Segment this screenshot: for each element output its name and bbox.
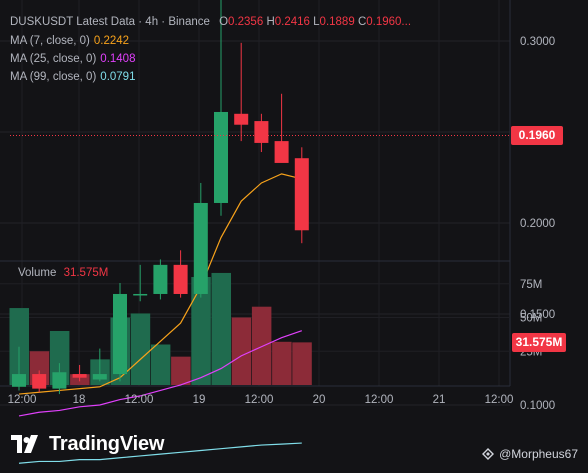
current-volume-badge: 31.575M xyxy=(512,333,566,352)
high-value: 0.2416 xyxy=(274,16,310,28)
volume-bar[interactable] xyxy=(211,272,232,385)
ma99-legend[interactable]: MA (99, close, 0) 0.0791 xyxy=(10,71,135,83)
symbol-name[interactable]: DUSKUSDT Latest Data xyxy=(10,16,136,28)
ma99-line[interactable] xyxy=(18,442,302,464)
time-tick-label: 18 xyxy=(73,394,86,406)
time-tick-label: 21 xyxy=(433,394,446,406)
time-tick-label: 20 xyxy=(313,394,326,406)
ma99-label: MA (99, close, 0) xyxy=(10,71,97,83)
symbol-legend: DUSKUSDT Latest Data · 4h · Binance O0.2… xyxy=(10,16,412,28)
close-value: 0.1960... xyxy=(366,16,412,28)
candle-body[interactable] xyxy=(113,293,127,375)
low-label: L xyxy=(313,16,320,28)
volume-bar[interactable] xyxy=(130,313,151,385)
volume-legend[interactable]: Volume 31.575M xyxy=(18,267,108,279)
candle-body[interactable] xyxy=(133,293,148,296)
tradingview-logo-icon xyxy=(11,435,38,453)
ma25-value: 0.1408 xyxy=(100,53,136,65)
ma7-value: 0.2242 xyxy=(93,35,130,47)
candle-body[interactable] xyxy=(52,372,67,389)
candle-body[interactable] xyxy=(274,141,289,163)
time-tick-label: 12:00 xyxy=(125,394,154,406)
time-tick-label: 12:00 xyxy=(8,394,37,406)
exchange-label: Binance xyxy=(168,16,210,28)
candle-body[interactable] xyxy=(234,113,249,125)
ma25-line[interactable] xyxy=(18,330,302,417)
low-value: 0.1889 xyxy=(319,16,355,28)
close-label: C xyxy=(357,16,367,28)
diamond-icon xyxy=(482,448,495,460)
candle-body[interactable] xyxy=(92,374,107,380)
volume-bar[interactable] xyxy=(191,277,211,385)
time-tick-label: 12:00 xyxy=(365,394,394,406)
current-price-badge: 0.1960 xyxy=(511,126,563,145)
candle-body[interactable] xyxy=(72,374,87,378)
volume-label: Volume xyxy=(18,267,57,279)
volume-bar[interactable] xyxy=(9,308,30,385)
candle-body[interactable] xyxy=(32,374,47,389)
candle-body[interactable] xyxy=(294,158,309,231)
ma25-legend[interactable]: MA (25, close, 0) 0.1408 xyxy=(10,53,135,65)
high-label: H xyxy=(266,16,275,28)
ma7-legend[interactable]: MA (7, close, 0) 0.2242 xyxy=(10,35,129,47)
price-tick-label: 0.3000 xyxy=(520,36,555,48)
ma7-label: MA (7, close, 0) xyxy=(10,35,90,47)
interval-label[interactable]: 4h xyxy=(145,16,159,28)
price-tick-label: 0.1500 xyxy=(520,309,555,321)
ma7-line[interactable] xyxy=(18,173,302,395)
price-tick-label: 0.2000 xyxy=(520,218,555,230)
candle-body[interactable] xyxy=(193,202,208,294)
volume-bar[interactable] xyxy=(292,342,312,385)
volume-bar[interactable] xyxy=(231,317,252,386)
volume-tick-label: 75M xyxy=(520,279,542,291)
candle-body[interactable] xyxy=(254,121,269,143)
candle-body[interactable] xyxy=(153,264,168,294)
tradingview-wordmark: TradingView xyxy=(49,432,165,455)
tradingview-logo[interactable]: TradingView xyxy=(11,432,164,456)
time-axis[interactable]: 12:00 18 12:00 19 12:00 20 12:00 21 12:00 xyxy=(8,394,514,406)
volume-bar[interactable] xyxy=(171,356,191,385)
candle-body[interactable] xyxy=(173,264,188,294)
volume-bar[interactable] xyxy=(272,341,292,385)
author-name: @Morpheus67 xyxy=(499,447,578,461)
ma25-label: MA (25, close, 0) xyxy=(10,53,97,65)
open-value: 0.2356 xyxy=(228,16,264,28)
ma99-value: 0.0791 xyxy=(100,71,136,83)
price-tick-label: 0.1000 xyxy=(520,400,555,412)
volume-bar[interactable] xyxy=(49,331,70,385)
time-tick-label: 19 xyxy=(193,394,206,406)
candle-body[interactable] xyxy=(214,111,228,203)
volume-value: 31.575M xyxy=(63,267,109,279)
open-label: O xyxy=(219,16,229,28)
volume-bar[interactable] xyxy=(251,306,272,385)
author-credit: @Morpheus67 xyxy=(482,447,578,461)
volume-tick-label: 50M xyxy=(520,313,542,325)
candle-body[interactable] xyxy=(12,374,26,387)
volume-bar[interactable] xyxy=(150,344,171,386)
time-tick-label: 12:00 xyxy=(245,394,274,406)
time-tick-label: 12:00 xyxy=(485,394,514,406)
